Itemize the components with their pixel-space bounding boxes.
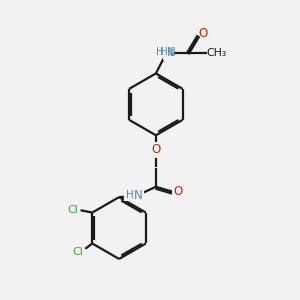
Text: Cl: Cl	[68, 205, 78, 215]
Text: Cl: Cl	[72, 247, 83, 257]
Text: O: O	[174, 185, 183, 198]
Text: N: N	[134, 188, 142, 202]
Text: O: O	[198, 27, 208, 40]
Text: H: H	[160, 47, 167, 57]
Text: N: N	[167, 46, 176, 59]
Text: CH₃: CH₃	[207, 48, 227, 59]
Text: N: N	[164, 46, 173, 59]
Text: H: H	[156, 47, 164, 57]
Text: H: H	[125, 190, 133, 200]
Text: O: O	[151, 143, 160, 157]
